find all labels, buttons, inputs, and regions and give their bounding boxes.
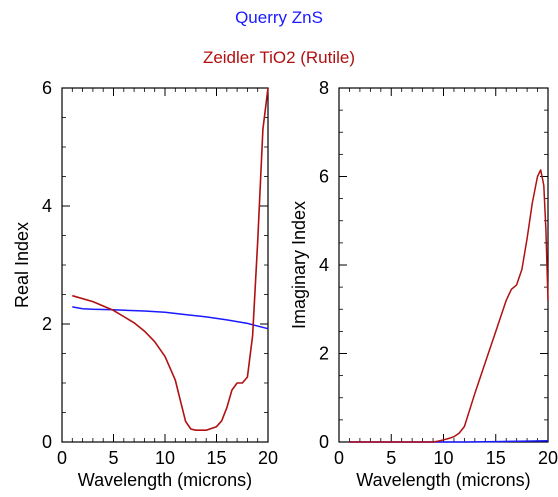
panel1-ytick-label: 6 <box>42 78 52 98</box>
panel1-series-querry-zns-line <box>72 306 269 330</box>
panel2-ytick-label: 2 <box>319 344 329 364</box>
panel2-x-axis-label: Wavelength (microns) <box>356 470 530 490</box>
panel1-xtick-label: 15 <box>206 448 226 468</box>
panel2-series-zeidler-tio2-rutile-line <box>349 169 549 443</box>
panel1-ytick-label: 2 <box>42 314 52 334</box>
panel2-ytick-label: 8 <box>319 78 329 98</box>
panel1-y-axis-label: Real Index <box>12 222 32 308</box>
panel2-xtick-label: 15 <box>486 448 506 468</box>
panel1-ytick-label: 4 <box>42 196 52 216</box>
panel1-ytick-label: 0 <box>42 432 52 452</box>
panel1-xtick-label: 10 <box>155 448 175 468</box>
panel1-xtick-label: 0 <box>57 448 67 468</box>
panel2-xtick-label: 10 <box>433 448 453 468</box>
panel2-ytick-label: 4 <box>319 255 329 275</box>
panel2-axes-frame <box>338 87 549 443</box>
panel1-series-zeidler-tio2-rutile-line <box>72 87 269 432</box>
panel2-ytick-label: 6 <box>319 167 329 187</box>
legend-entry-zeidler-tio2: Zeidler TiO2 (Rutile) <box>202 48 356 67</box>
panel1-axes-frame <box>61 87 269 443</box>
panel2-ytick-label: 0 <box>319 432 329 452</box>
panel2-xtick-label: 0 <box>334 448 344 468</box>
panel1-xtick-label: 5 <box>108 448 118 468</box>
panel1-xtick-label: 20 <box>258 448 278 468</box>
panel1-x-axis-label: Wavelength (microns) <box>78 470 252 490</box>
legend-entry-querry-zns: Querry ZnS <box>235 8 323 27</box>
panel2-y-axis-label: Imaginary Index <box>289 201 309 329</box>
panel2-xtick-label: 5 <box>386 448 396 468</box>
panel2-xtick-label: 20 <box>538 448 558 468</box>
